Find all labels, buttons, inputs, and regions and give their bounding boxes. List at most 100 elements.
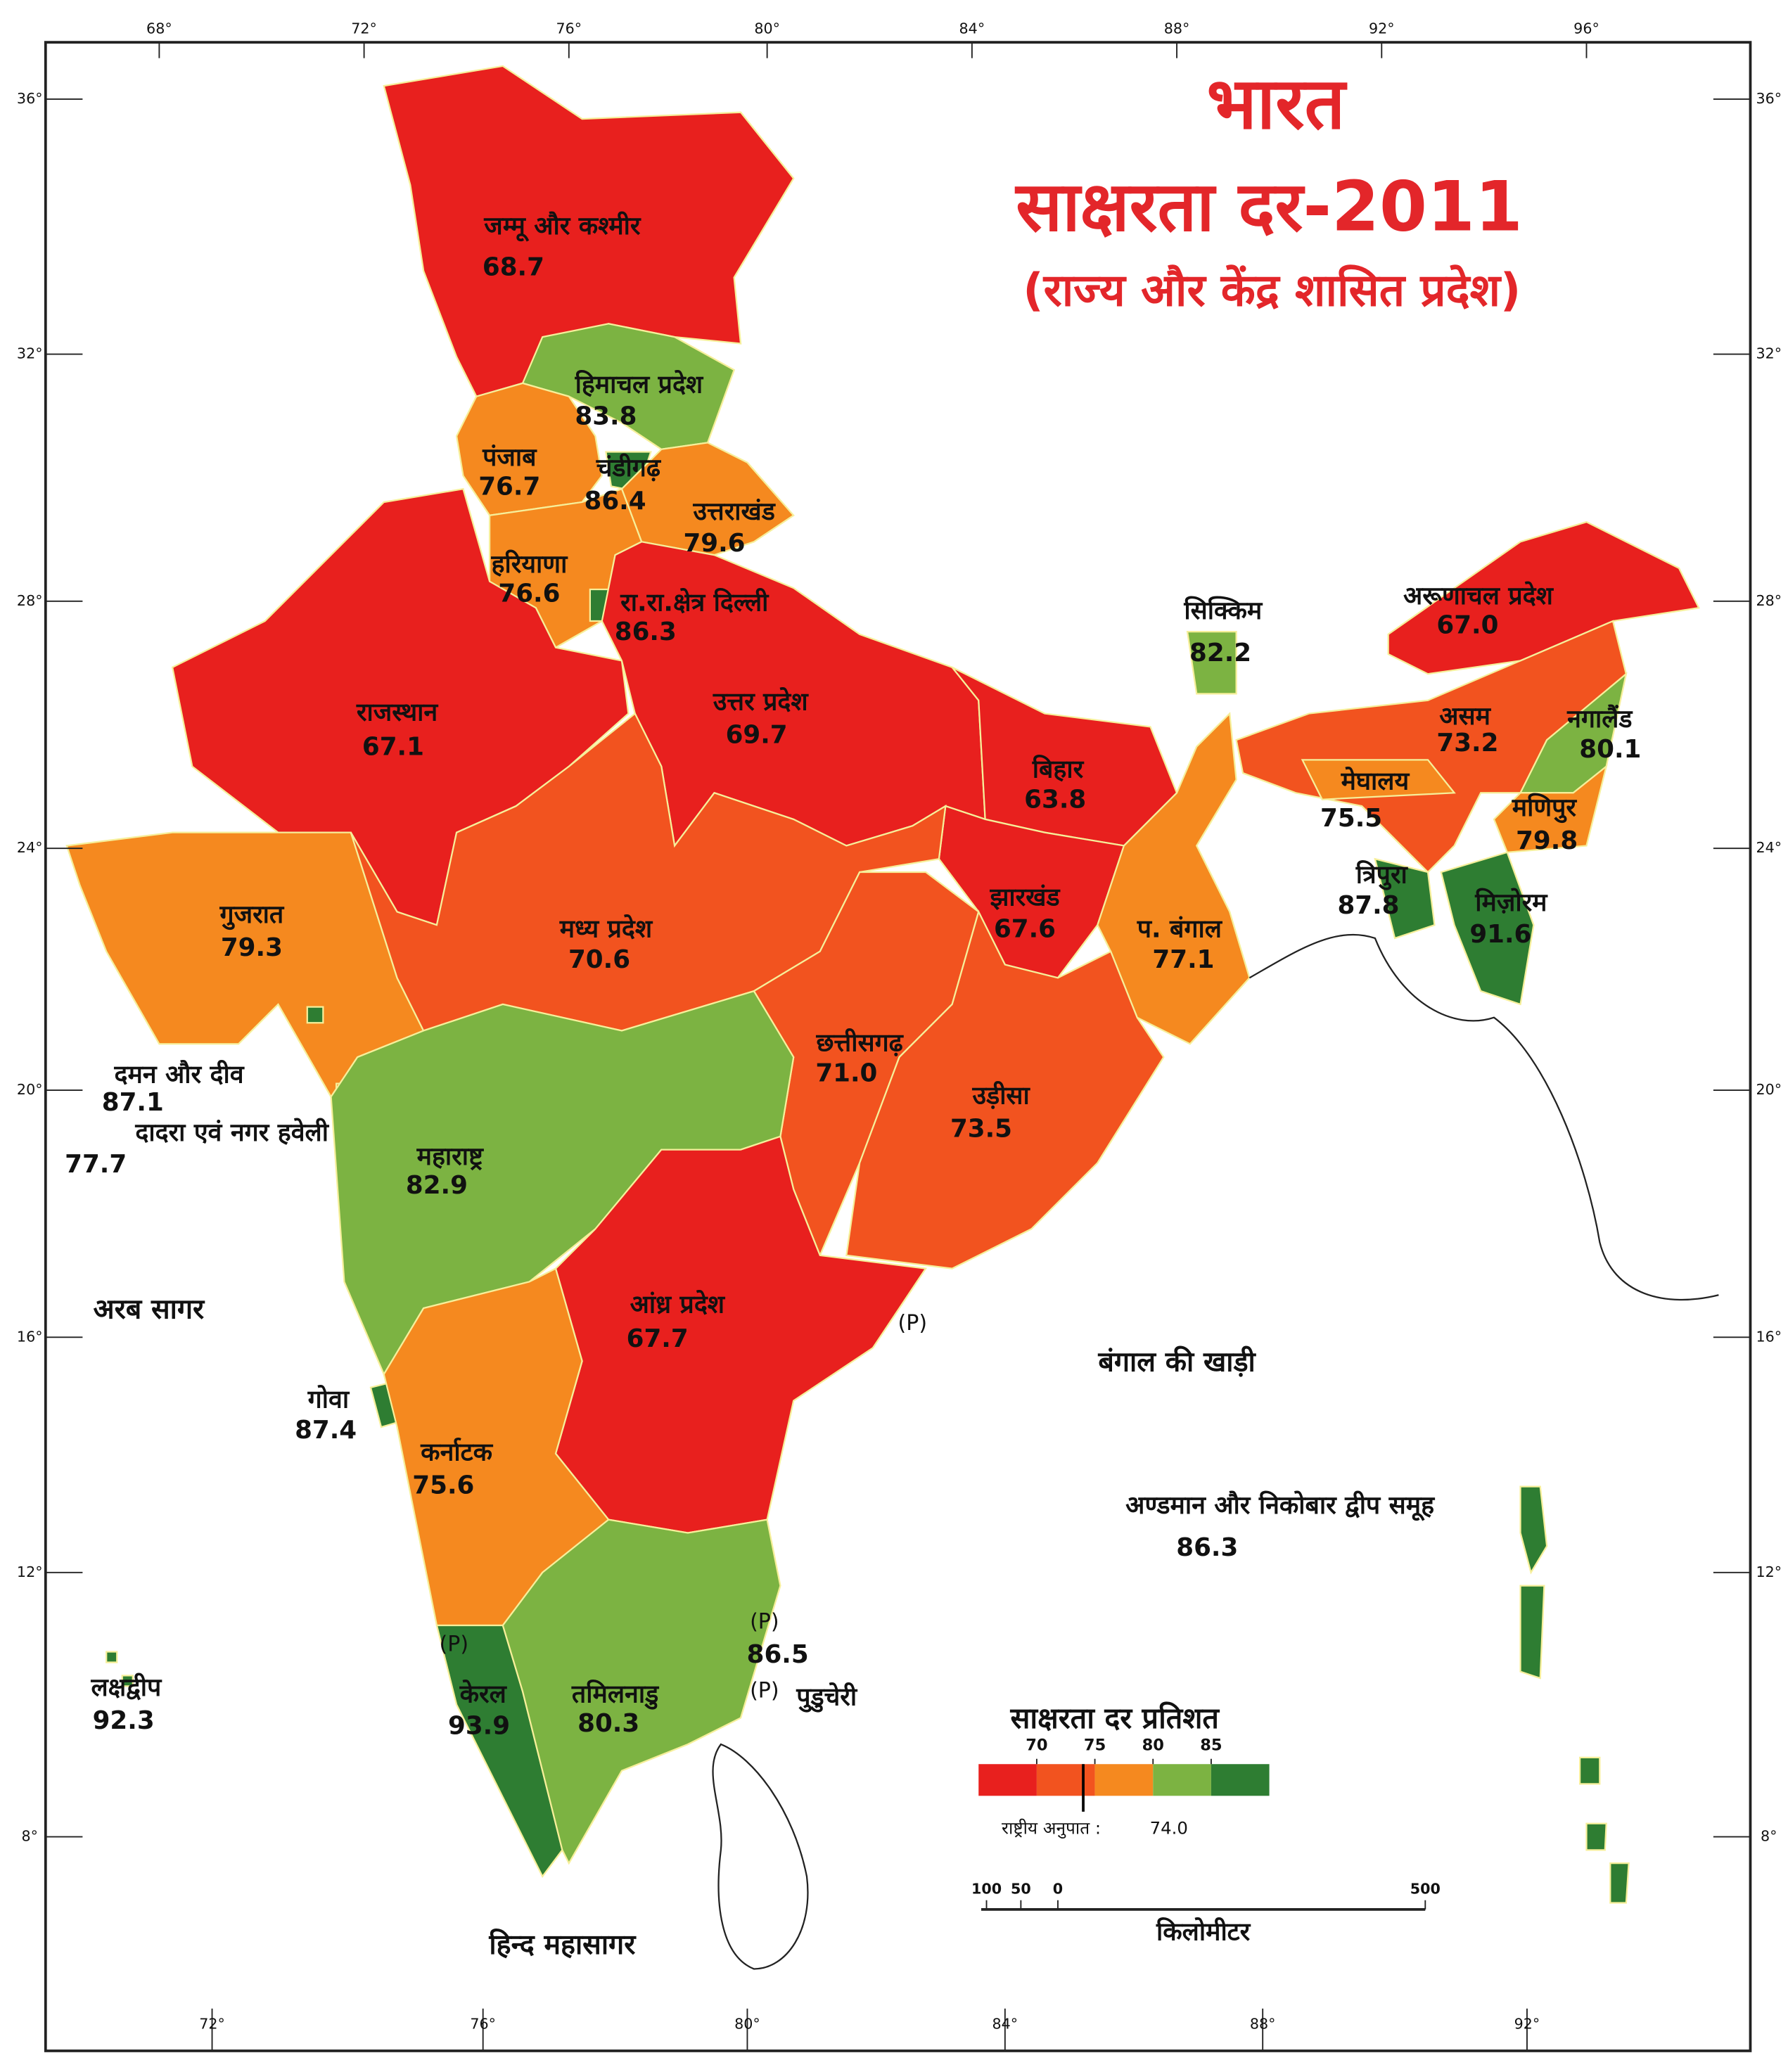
state-region — [502, 1518, 781, 1865]
state-value: 67.1 — [362, 732, 424, 761]
state-name: आंध्र प्रदेश — [630, 1289, 726, 1319]
legend-swatch — [1036, 1764, 1095, 1796]
state-name: राजस्थान — [356, 698, 439, 727]
state-region — [1235, 620, 1628, 874]
lat-label: 16° — [1756, 1328, 1782, 1345]
state-value: 67.6 — [994, 915, 1056, 944]
legend-swatch — [1211, 1764, 1270, 1796]
state-value: 82.2 — [1189, 639, 1251, 667]
state-value: 73.2 — [1436, 729, 1498, 757]
scale-bar: किलोमीटर 100 50 0 500 — [971, 1881, 1441, 1947]
state-name: लक्षद्वीप — [90, 1673, 162, 1702]
state-region — [1440, 851, 1535, 1006]
state-region — [1301, 759, 1456, 800]
regions — [65, 65, 1700, 1904]
lon-label: 80° — [754, 20, 780, 37]
scale-label: 500 — [1410, 1881, 1441, 1898]
state-value: 91.6 — [1469, 920, 1531, 949]
scale-label: 100 — [971, 1881, 1002, 1898]
state-name: बिहार — [1032, 754, 1085, 784]
lon-label: 92° — [1514, 2015, 1540, 2032]
state-name: महाराष्ट्र — [416, 1142, 484, 1171]
state-value: 86.3 — [1176, 1533, 1238, 1562]
state-name: नगालैंड — [1566, 704, 1633, 734]
state-name: गुजरात — [219, 900, 285, 931]
state-name: असम — [1439, 702, 1491, 731]
lon-label: 68° — [146, 20, 172, 37]
legend: साक्षरता दर प्रतिशत 70 75 80 85 राष्ट्रीय अन… — [978, 1701, 1270, 1838]
lon-label: 96° — [1573, 20, 1599, 37]
state-name: तमिलनाडु — [571, 1680, 660, 1710]
state-region — [1609, 1862, 1630, 1904]
state-name: झारखंड — [989, 883, 1061, 912]
lon-label: 76° — [556, 20, 582, 37]
coastline — [1249, 933, 1719, 1301]
state-region — [845, 909, 1165, 1270]
state-region — [938, 805, 1125, 979]
lon-label: 72° — [199, 2015, 225, 2032]
lat-label: 28° — [17, 592, 43, 609]
lat-label: 12° — [1756, 1563, 1782, 1580]
legend-swatch — [1094, 1764, 1154, 1796]
state-region — [1519, 1585, 1545, 1680]
state-name: पंजाब — [482, 443, 537, 472]
sea-label: अरब सागर — [93, 1293, 205, 1325]
legend-tick-label: 75 — [1084, 1736, 1106, 1754]
state-value: 86.4 — [585, 487, 646, 516]
provisional-mark: (P) — [750, 1678, 779, 1703]
sri-lanka — [712, 1743, 809, 1970]
lat-label: 28° — [1756, 592, 1782, 609]
lon-label: 92° — [1369, 20, 1395, 37]
sea-label: हिन्द महासागर — [488, 1929, 637, 1961]
state-value: 86.5 — [747, 1640, 809, 1669]
state-name: मेघालय — [1341, 766, 1410, 795]
state-value: 73.5 — [950, 1114, 1012, 1143]
lat-label: 12° — [17, 1563, 43, 1580]
legend-tick-label: 80 — [1142, 1736, 1164, 1754]
state-name: जम्मू और कश्मीर — [483, 211, 641, 242]
state-name: मध्य प्रदेश — [559, 914, 653, 944]
national-label: राष्ट्रीय अनुपात : — [1002, 1817, 1101, 1838]
scale-label: 50 — [1011, 1881, 1031, 1898]
state-name: रा.रा.क्षेत्र दिल्ली — [620, 588, 770, 618]
lon-label: 88° — [1250, 2015, 1276, 2032]
state-name: दादरा एवं नगर हवेली — [134, 1118, 329, 1147]
scale-unit: किलोमीटर — [1156, 1917, 1251, 1947]
state-value: 70.6 — [568, 945, 630, 974]
state-name: कर्नाटक — [420, 1438, 493, 1467]
legend-swatch — [1153, 1764, 1211, 1796]
lat-label: 8° — [22, 1828, 38, 1845]
state-value: 69.7 — [726, 721, 788, 750]
lon-label: 84° — [959, 20, 985, 37]
state-value: 77.7 — [65, 1150, 127, 1179]
lat-label: 32° — [1756, 345, 1782, 362]
state-name: मिज़ोरम — [1474, 888, 1548, 917]
state-value: 93.9 — [448, 1712, 510, 1741]
lat-label: 16° — [17, 1328, 43, 1345]
state-value: 92.3 — [93, 1706, 155, 1735]
lat-label: 24° — [1756, 839, 1782, 856]
map-frame — [44, 41, 1752, 2052]
sea-label: बंगाल की खाड़ी — [1097, 1345, 1256, 1378]
state-value: 71.0 — [815, 1059, 877, 1087]
state-value: 82.9 — [406, 1171, 468, 1200]
state-region — [306, 1006, 324, 1024]
state-name: प. बंगाल — [1137, 915, 1223, 944]
state-name: केरल — [459, 1680, 508, 1709]
lon-label: 88° — [1164, 20, 1190, 37]
lat-label: 8° — [1761, 1828, 1777, 1845]
lat-label: 36° — [1756, 90, 1782, 107]
state-name: मणिपुर — [1512, 793, 1578, 824]
state-value: 75.6 — [412, 1471, 474, 1500]
state-name: उड़ीसा — [972, 1080, 1031, 1110]
state-region — [1374, 857, 1436, 940]
state-name: अरूणाचल प्रदेश — [1403, 581, 1554, 610]
state-name: अण्डमान और निकोबार द्वीप समूह — [1125, 1490, 1436, 1521]
lon-label: 80° — [734, 2015, 760, 2032]
state-region — [121, 1675, 134, 1687]
state-name: गोवा — [307, 1385, 350, 1414]
state-value: 87.8 — [1337, 891, 1399, 920]
legend-swatch — [978, 1764, 1037, 1796]
state-value: 79.6 — [683, 529, 745, 558]
